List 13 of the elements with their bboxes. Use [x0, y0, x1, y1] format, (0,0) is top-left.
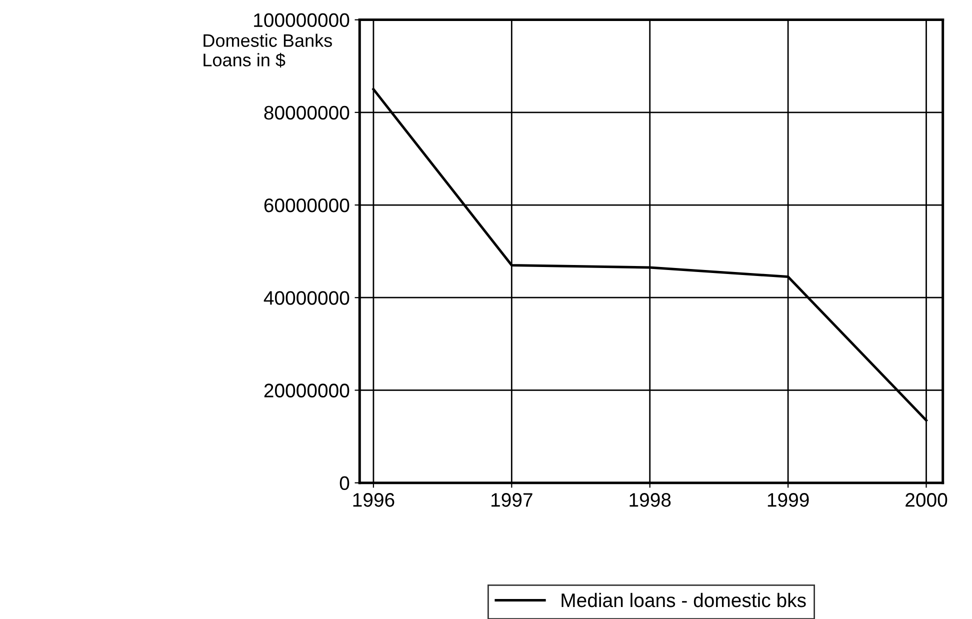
- x-tick-label: 1999: [768, 493, 809, 507]
- y-tick-label: 80000000: [264, 106, 350, 120]
- y-tick-label: 60000000: [264, 198, 350, 212]
- y-tick-label: 0: [340, 476, 350, 490]
- y-axis-title: Domestic Banks Loans in $: [204, 34, 332, 68]
- y-tick-label: 20000000: [264, 384, 350, 398]
- x-tick-label: 1998: [630, 493, 671, 507]
- legend-label: Median loans - domestic bks: [562, 592, 806, 608]
- x-tick-label: 1997: [492, 493, 532, 507]
- y-tick-label: 100000000: [254, 13, 350, 28]
- x-tick-label: 2000: [906, 493, 948, 507]
- y-tick-label: 40000000: [264, 291, 350, 305]
- x-tick-label: 1996: [353, 493, 394, 507]
